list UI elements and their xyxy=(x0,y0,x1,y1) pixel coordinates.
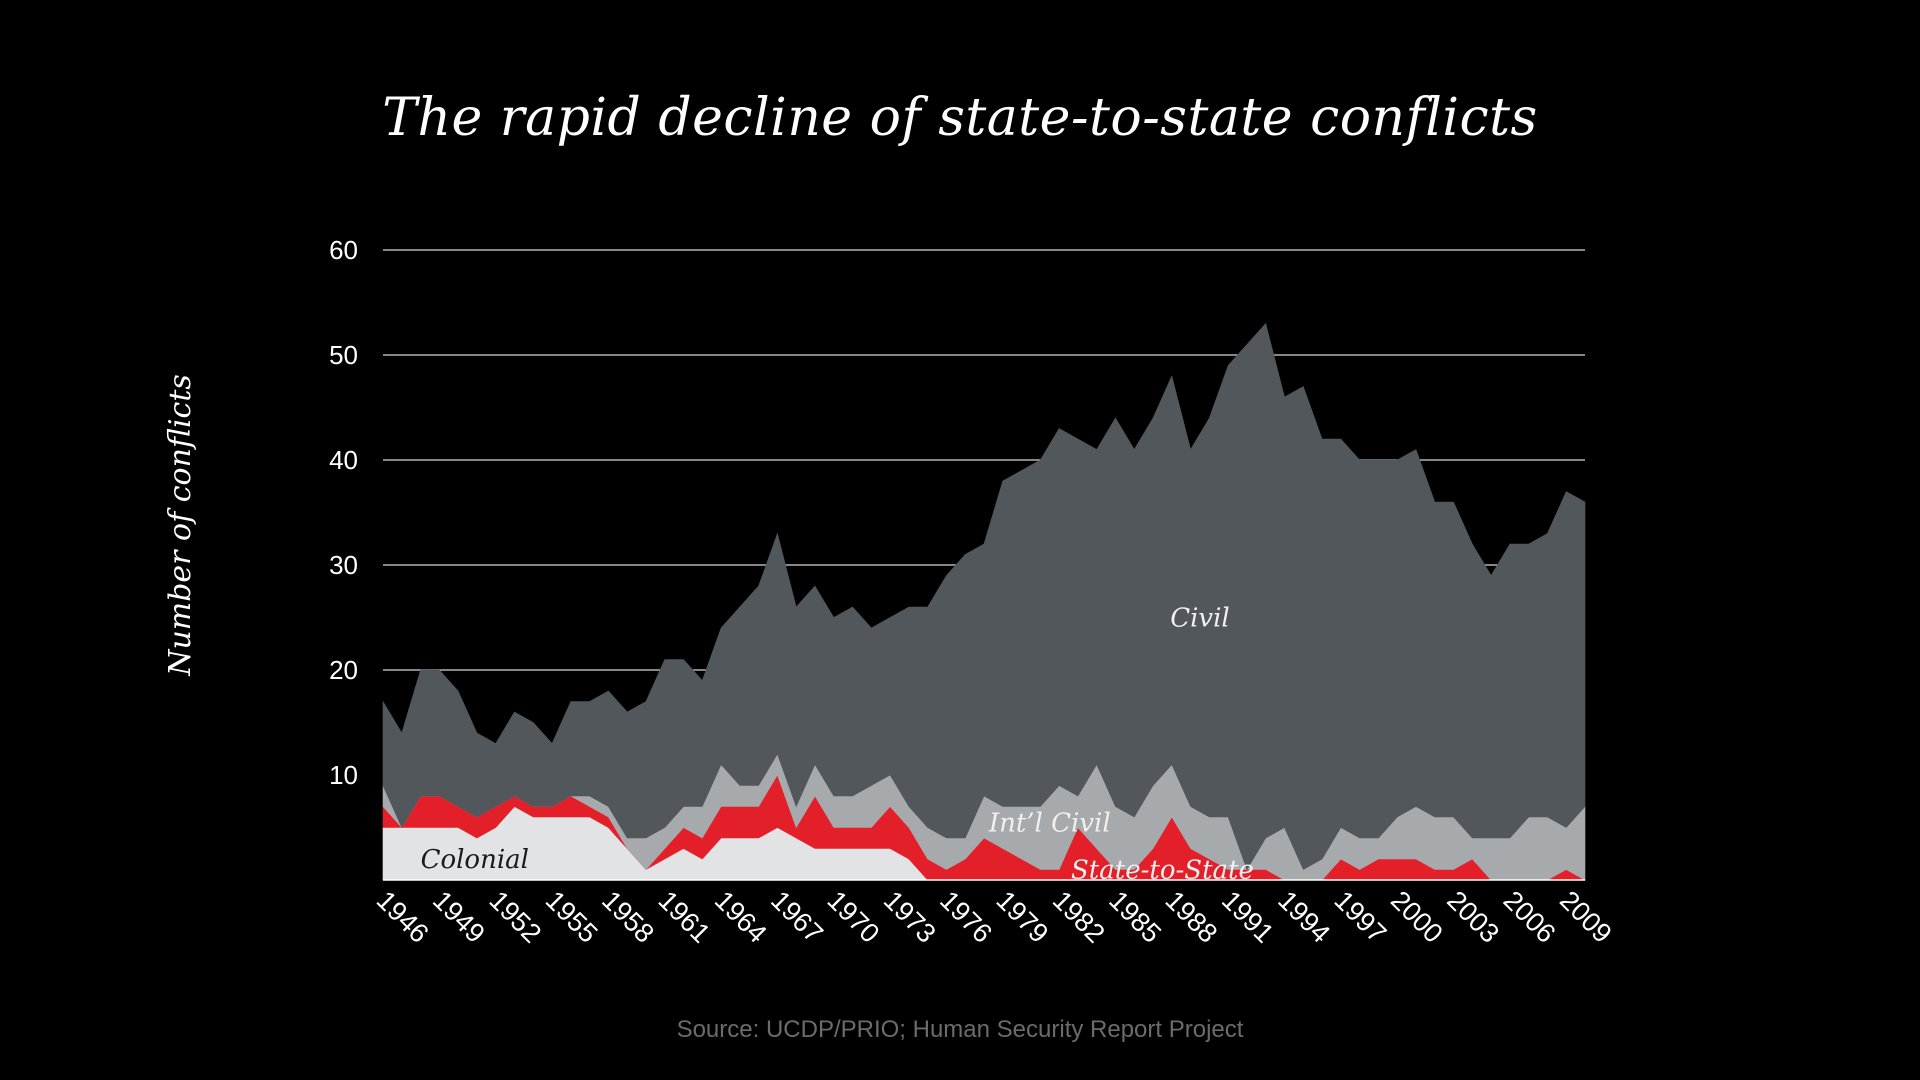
x-tick-label-1964: 1964 xyxy=(709,885,773,949)
y-tick-label-40: 40 xyxy=(329,445,358,475)
x-tick-label-1970: 1970 xyxy=(822,885,886,949)
chart-title: The rapid decline of state-to-state conf… xyxy=(382,88,1538,148)
x-tick-label-2000: 2000 xyxy=(1385,885,1449,949)
y-tick-label-20: 20 xyxy=(329,655,358,685)
series-label-state-to-state: State-to-State xyxy=(1071,856,1254,886)
series-label-colonial: Colonial xyxy=(421,845,529,875)
series-label-int-l-civil: Int’l Civil xyxy=(988,808,1111,838)
y-tick-label-50: 50 xyxy=(329,340,358,370)
series-label-civil: Civil xyxy=(1170,604,1230,634)
x-tick-label-1946: 1946 xyxy=(371,885,435,949)
x-axis-ticks: 1946194919521955195819611964196719701973… xyxy=(371,885,1618,949)
y-tick-label-10: 10 xyxy=(329,760,358,790)
x-tick-label-1961: 1961 xyxy=(652,885,716,949)
y-tick-label-30: 30 xyxy=(329,550,358,580)
y-axis-label: Number of conflicts xyxy=(163,374,198,677)
x-tick-label-2006: 2006 xyxy=(1498,885,1562,949)
x-tick-label-1952: 1952 xyxy=(483,885,547,949)
x-tick-label-1985: 1985 xyxy=(1103,885,1167,949)
x-tick-label-1973: 1973 xyxy=(878,885,942,949)
x-tick-label-2009: 2009 xyxy=(1554,885,1618,949)
x-tick-label-1994: 1994 xyxy=(1272,885,1336,949)
x-tick-label-1979: 1979 xyxy=(991,885,1055,949)
x-tick-label-1967: 1967 xyxy=(765,885,829,949)
x-tick-label-1955: 1955 xyxy=(540,885,604,949)
x-tick-label-1991: 1991 xyxy=(1216,885,1280,949)
y-tick-label-60: 60 xyxy=(329,235,358,265)
x-tick-label-1982: 1982 xyxy=(1047,885,1111,949)
stacked-areas xyxy=(382,322,1587,881)
x-tick-label-1958: 1958 xyxy=(596,885,660,949)
series-labels: Colonial State-to-State Int’l Civil Civil xyxy=(421,604,1254,886)
x-tick-label-2003: 2003 xyxy=(1441,885,1505,949)
x-tick-label-1976: 1976 xyxy=(934,885,998,949)
x-tick-label-1997: 1997 xyxy=(1329,885,1393,949)
source-note: Source: UCDP/PRIO; Human Security Report… xyxy=(676,1016,1244,1043)
x-tick-label-1988: 1988 xyxy=(1160,885,1224,949)
x-tick-label-1949: 1949 xyxy=(427,885,491,949)
area-civil xyxy=(382,322,1586,871)
y-axis-ticks: 10 20 30 40 50 60 xyxy=(329,235,358,790)
